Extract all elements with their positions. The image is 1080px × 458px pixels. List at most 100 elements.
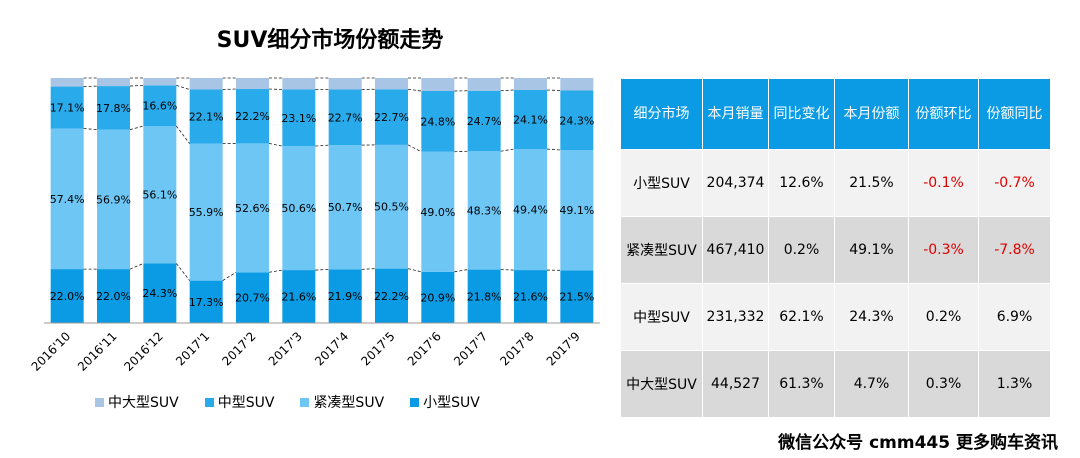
data-label-1-10: 21.8% xyxy=(467,290,502,303)
table-cell-2-5: -0.3% xyxy=(908,216,979,284)
data-label-3-10: 24.7% xyxy=(467,115,502,128)
legend-item-4: 小型SUV xyxy=(410,392,480,412)
data-label-3-9: 24.8% xyxy=(420,115,455,128)
bar-segment-3-9 xyxy=(421,90,455,152)
connector-11-2 xyxy=(546,148,561,151)
bar-segment-2-10 xyxy=(467,151,501,270)
suv-segment-table: 细分市场 本月销量 同比变化 本月份额 份额环比 份额同比 小型SUV 204,3… xyxy=(620,78,1051,418)
table-cell-4-1: 中大型SUV xyxy=(620,350,703,418)
connector-2-2 xyxy=(129,125,144,131)
data-label-3-11: 24.1% xyxy=(513,114,548,127)
legend-item-3: 紧凑型SUV xyxy=(300,392,384,412)
connector-8-2 xyxy=(407,144,422,153)
bar-segment-4-7 xyxy=(328,78,362,90)
connector-9-1 xyxy=(454,269,468,273)
bar-segment-3-6 xyxy=(282,89,316,147)
bar-segment-1-5 xyxy=(236,272,269,323)
bar-segment-4-11 xyxy=(514,78,547,91)
bar-segment-1-11 xyxy=(514,270,547,323)
data-label-2-4: 55.9% xyxy=(189,206,224,219)
data-label-1-11: 21.6% xyxy=(513,291,548,304)
bar-segment-4-1 xyxy=(50,78,84,87)
connector-1-2 xyxy=(83,128,98,131)
data-label-3-3: 16.6% xyxy=(142,100,177,113)
bar-segment-4-10 xyxy=(467,78,501,91)
bar-segment-2-8 xyxy=(375,144,408,269)
bar-segment-4-9 xyxy=(421,78,455,91)
chart-legend: 中大型SUV 中型SUV 紧凑型SUV 小型SUV xyxy=(95,392,480,412)
header-share-mom: 份额环比 xyxy=(908,78,979,150)
table-cell-4-2: 44,527 xyxy=(702,350,769,418)
data-label-3-12: 24.3% xyxy=(559,114,594,127)
data-label-2-5: 52.6% xyxy=(235,202,270,215)
data-label-2-7: 50.7% xyxy=(328,201,363,214)
bar-segment-2-4 xyxy=(189,143,223,281)
data-label-1-2: 22.0% xyxy=(96,290,131,303)
x-tick-label-3: 2016'12 xyxy=(121,329,166,374)
bar-segment-1-7 xyxy=(328,269,362,323)
x-tick-label-9: 2017'6 xyxy=(405,329,444,368)
table-cell-3-4: 24.3% xyxy=(834,283,909,351)
data-label-3-8: 22.7% xyxy=(374,111,409,124)
x-tick-label-11: 2017'8 xyxy=(497,329,536,368)
x-tick-label-4: 2017'1 xyxy=(173,329,212,368)
x-tick-label-7: 2017'4 xyxy=(312,329,351,368)
data-label-2-1: 57.4% xyxy=(50,193,85,206)
data-label-1-3: 24.3% xyxy=(142,287,177,300)
table-cell-3-1: 中型SUV xyxy=(620,283,703,351)
data-label-2-10: 48.3% xyxy=(467,204,502,217)
connector-8-1 xyxy=(407,268,422,273)
data-label-1-12: 21.5% xyxy=(559,291,594,304)
data-label-2-6: 50.6% xyxy=(281,202,316,215)
table-row: 小型SUV 204,374 12.6% 21.5% -0.1% -0.7% xyxy=(620,149,1051,217)
connector-3-3 xyxy=(176,84,190,90)
connector-8-3 xyxy=(407,88,422,92)
header-segment: 细分市场 xyxy=(620,78,703,150)
table-cell-4-5: 0.3% xyxy=(908,350,979,418)
connector-10-2 xyxy=(500,148,515,152)
bar-segment-1-12 xyxy=(560,270,594,323)
legend-swatch-3 xyxy=(300,397,310,407)
table-cell-2-4: 49.1% xyxy=(834,216,909,284)
data-label-1-4: 17.3% xyxy=(189,296,224,309)
data-label-2-12: 49.1% xyxy=(559,204,594,217)
table-cell-1-3: 12.6% xyxy=(768,149,835,217)
data-label-2-8: 50.5% xyxy=(374,201,409,214)
legend-swatch-1 xyxy=(95,397,104,407)
data-label-2-11: 49.4% xyxy=(513,204,548,217)
chart-title: SUV细分市场份额走势 xyxy=(216,28,444,53)
bar-segment-4-3 xyxy=(143,78,177,86)
bar-segment-4-5 xyxy=(236,78,269,90)
x-tick-label-8: 2017'5 xyxy=(358,329,397,368)
bar-segment-3-2 xyxy=(97,86,130,130)
legend-swatch-2 xyxy=(204,397,214,407)
bar-segment-1-6 xyxy=(282,270,316,323)
table-cell-2-2: 467,410 xyxy=(702,216,769,284)
data-label-3-6: 23.1% xyxy=(281,112,316,125)
bar-segment-1-1 xyxy=(50,269,84,323)
bar-segment-3-8 xyxy=(375,89,408,145)
data-label-1-6: 21.6% xyxy=(281,291,316,304)
bar-segment-3-11 xyxy=(514,90,547,150)
connector-10-3 xyxy=(500,89,515,92)
data-label-1-7: 21.9% xyxy=(328,290,363,303)
data-label-3-4: 22.1% xyxy=(189,111,224,124)
table-cell-3-3: 62.1% xyxy=(768,283,835,351)
legend-label-3: 紧凑型SUV xyxy=(313,395,385,411)
table-cell-4-3: 61.3% xyxy=(768,350,835,418)
data-label-1-8: 22.2% xyxy=(374,290,409,303)
bar-segment-4-8 xyxy=(375,78,408,90)
header-monthly-sales: 本月销量 xyxy=(702,78,769,150)
table-cell-3-2: 231,332 xyxy=(702,283,769,351)
x-tick-label-10: 2017'7 xyxy=(451,329,490,368)
bar-segment-1-4 xyxy=(189,280,223,323)
bar-segment-3-5 xyxy=(236,89,269,144)
data-label-1-9: 20.9% xyxy=(420,291,455,304)
table-row: 紧凑型SUV 467,410 0.2% 49.1% -0.3% -7.8% xyxy=(620,216,1051,284)
data-label-3-7: 22.7% xyxy=(328,111,363,124)
bar-segment-4-2 xyxy=(97,78,130,87)
data-label-1-5: 20.7% xyxy=(235,292,270,305)
x-tick-label-12: 2017'9 xyxy=(544,329,583,368)
table-cell-3-5: 0.2% xyxy=(908,283,979,351)
header-share-yoy: 份额同比 xyxy=(978,78,1051,150)
